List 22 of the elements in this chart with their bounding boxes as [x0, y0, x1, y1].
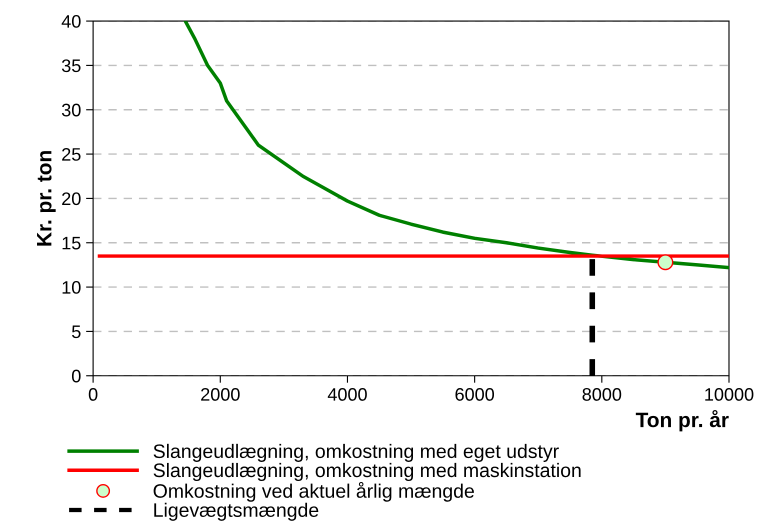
- y-tick-label: 35: [62, 59, 81, 72]
- y-tick-label: 10: [62, 281, 81, 294]
- legend-label: Ligevægtsmængde: [154, 502, 318, 521]
- x-tick-label: 8000: [582, 388, 622, 401]
- x-tick-label: 10000: [705, 388, 754, 401]
- y-tick-label: 15: [62, 236, 81, 250]
- y-tick-label: 25: [62, 148, 81, 161]
- x-tick-label: 6000: [455, 388, 494, 401]
- line-series: [184, 21, 729, 270]
- legend-label: Slangeudlægning, omkostning med eget udstyr: [154, 444, 559, 462]
- x-axis-title: Ton pr. år: [636, 410, 729, 432]
- x-tick-label: 4000: [328, 388, 367, 401]
- y-tick-label: 0: [72, 370, 81, 382]
- y-tick-label: 20: [62, 192, 81, 206]
- y-tick-label: 30: [62, 104, 81, 116]
- x-tick-label: 0: [88, 388, 98, 401]
- legend-label: Slangeudlægning, omkostning med maskinstation: [154, 462, 581, 482]
- x-tick-label: 2000: [201, 388, 240, 401]
- y-axis-title: Kr. pr. ton: [37, 151, 56, 246]
- y-tick-label: 5: [72, 326, 81, 338]
- legend-label: Omkostning ved aktuel årlig mængde: [154, 482, 474, 502]
- y-tick-label: 40: [62, 15, 81, 28]
